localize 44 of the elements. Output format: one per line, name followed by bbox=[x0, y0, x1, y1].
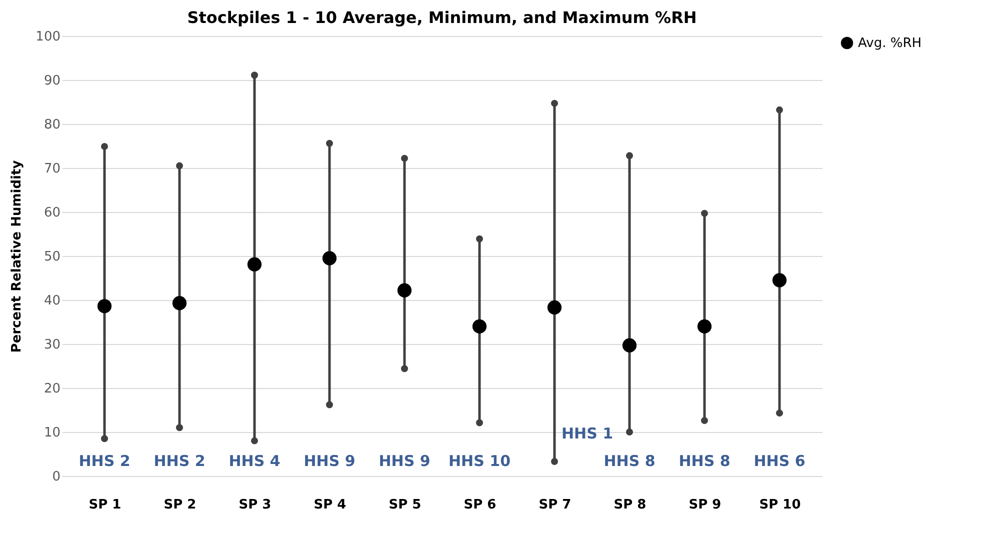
chart-title: Stockpiles 1 - 10 Average, Minimum, and Maximum %RH bbox=[187, 8, 697, 27]
y-tick-label: 70 bbox=[44, 162, 60, 176]
x-tick-label: SP 6 bbox=[464, 498, 496, 512]
y-tick-label: 20 bbox=[44, 382, 60, 396]
annotation: HHS 10 bbox=[448, 452, 511, 470]
annotation: HHS 8 bbox=[678, 452, 730, 470]
y-tick-label: 10 bbox=[44, 426, 60, 440]
y-tick-label: 50 bbox=[44, 250, 60, 264]
y-tick-label: 0 bbox=[52, 470, 60, 484]
x-tick-label: SP 10 bbox=[759, 498, 801, 512]
point bbox=[97, 299, 112, 314]
x-tick-label: SP 2 bbox=[164, 498, 196, 512]
point bbox=[472, 319, 487, 334]
y-tick-label: 60 bbox=[44, 206, 60, 220]
x-tick-label: SP 8 bbox=[614, 498, 646, 512]
y-tick-label: 30 bbox=[44, 338, 60, 352]
x-tick-label: SP 4 bbox=[314, 498, 346, 512]
annotation: HHS 6 bbox=[754, 452, 806, 470]
point bbox=[247, 257, 262, 272]
y-axis-title: Percent Relative Humidity bbox=[10, 160, 25, 353]
annotation: HHS 8 bbox=[604, 452, 656, 470]
x-tick-label: SP 7 bbox=[538, 498, 572, 512]
x-tick-label: SP 5 bbox=[388, 498, 422, 512]
annotation: HHS 4 bbox=[228, 452, 280, 470]
point bbox=[172, 296, 187, 310]
y-tick-label: 100 bbox=[36, 30, 60, 44]
annotation: HHS 2 bbox=[78, 452, 130, 470]
annotation: HHS 9 bbox=[304, 452, 356, 470]
point bbox=[622, 338, 637, 352]
point bbox=[322, 251, 337, 266]
point bbox=[697, 319, 712, 334]
y-tick-label: 80 bbox=[44, 118, 60, 132]
point bbox=[772, 273, 787, 288]
annotation: HHS 9 bbox=[378, 452, 430, 470]
point bbox=[397, 283, 412, 298]
y-tick-label: 40 bbox=[44, 294, 60, 308]
x-tick-label: SP 9 bbox=[688, 498, 722, 512]
x-tick-label: SP 3 bbox=[238, 498, 272, 512]
y-tick-label: 90 bbox=[44, 74, 60, 88]
legend-label: Avg. %RH bbox=[858, 36, 922, 51]
x-tick-label: SP 1 bbox=[88, 498, 122, 512]
annotation: HHS 2 bbox=[154, 452, 206, 470]
annotation: HHS 1 bbox=[562, 424, 614, 442]
point bbox=[547, 300, 562, 315]
